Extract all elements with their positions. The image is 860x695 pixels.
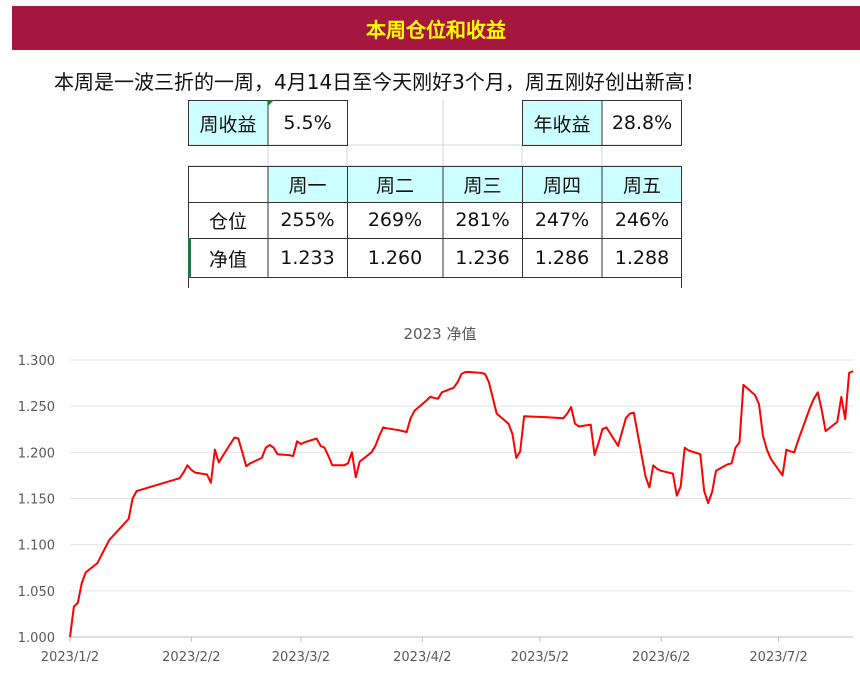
position-wed: 281% — [455, 209, 510, 231]
x-tick-label: 2023/4/2 — [393, 650, 451, 665]
position-mon: 255% — [280, 209, 335, 231]
y-tick-label: 1.000 — [18, 631, 55, 646]
week-label-fill — [189, 101, 268, 145]
nav-series-line — [69, 370, 854, 638]
table-borders — [188, 166, 682, 288]
nav-chart-svg: 2023 净值 1.0001.0501.1001.1501.2001.2501.… — [18, 325, 854, 665]
x-axis-ticks: 2023/1/2 2023/2/2 2023/3/2 2023/4/2 2023/5/2… — [41, 637, 808, 665]
sheet-grid — [188, 100, 682, 288]
day-header-mon: 周一 — [288, 174, 327, 197]
intro-text: 本周是一波三折的一周，4月14日至今天刚好3个月，周五刚好创出新高！ — [54, 70, 705, 94]
x-tick-label: 2023/1/2 — [41, 650, 99, 665]
position-thu: 247% — [534, 209, 590, 231]
chart-plot-area — [69, 370, 854, 638]
x-tick-label: 2023/6/2 — [632, 650, 690, 665]
y-tick-label: 1.050 — [18, 585, 55, 600]
year-return-label: 年收益 — [533, 113, 591, 136]
day-header-wed: 周三 — [463, 174, 502, 197]
cell-comment-marker — [268, 100, 274, 106]
nav-row-label: 净值 — [208, 248, 247, 271]
nav-mon: 1.233 — [280, 247, 335, 269]
y-tick-label: 1.250 — [18, 400, 55, 415]
x-tick-label: 2023/5/2 — [511, 650, 569, 665]
nav-thu: 1.286 — [534, 247, 590, 269]
nav-chart: 2023 净值 1.000 1.050 1.100 1.150 1.200 1.250 1.… — [0, 310, 860, 691]
nav-tue: 1.260 — [367, 247, 423, 269]
nav-fri: 1.288 — [614, 247, 670, 269]
x-tick-label: 2023/3/2 — [272, 650, 330, 665]
banner-title: 本周仓位和收益 — [12, 6, 860, 50]
x-tick-label: 2023/7/2 — [749, 650, 807, 665]
day-header-tue: 周二 — [375, 174, 414, 197]
week-return-label: 周收益 — [199, 113, 257, 136]
position-tue: 269% — [367, 209, 423, 231]
position-fri: 246% — [614, 209, 670, 231]
y-tick-label: 1.100 — [18, 539, 55, 554]
nav-wed: 1.236 — [455, 247, 510, 269]
y-tick-label: 1.200 — [18, 446, 55, 461]
y-axis-ticks: 1.000 1.050 1.100 1.150 1.200 1.250 1.300 — [18, 354, 55, 646]
x-tick-label: 2023/2/2 — [162, 650, 220, 665]
weekly-table: 周收益 5.5% 年收益 28.8% 周一 周二 周三 周四 周五 仓位 255… — [188, 100, 682, 288]
year-label-fill — [522, 101, 602, 145]
chart-title: 2023 净值 — [404, 325, 477, 343]
week-return-value: 5.5% — [283, 112, 332, 134]
day-header-fri: 周五 — [622, 174, 661, 197]
day-header-thu: 周四 — [542, 174, 581, 197]
chart-gridlines — [70, 359, 853, 638]
position-row-label: 仓位 — [208, 210, 247, 233]
year-return-value: 28.8% — [611, 112, 673, 134]
y-tick-label: 1.150 — [18, 493, 55, 508]
day-header-fill — [268, 166, 682, 202]
y-tick-label: 1.300 — [18, 354, 55, 369]
